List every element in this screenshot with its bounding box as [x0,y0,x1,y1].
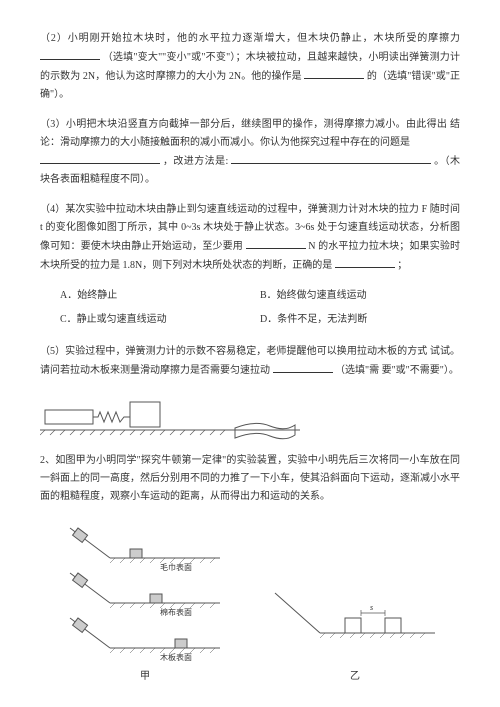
caption-yi: 乙 [270,668,440,686]
q4-blank-2[interactable] [335,256,395,268]
figure-yi: s 乙 [270,578,440,686]
option-d[interactable]: D．条件不足，无法判断 [260,311,460,329]
q3-blank-2[interactable] [231,152,431,164]
q5-text-b: （选填"需 要"或"不需要"）。 [335,365,459,376]
surface2-label: 棉布表面 [160,607,192,617]
surface3-label: 木板表面 [160,652,192,662]
figure-jia: 毛巾表面 棉布表面 木板表面 甲 [60,518,230,686]
question-2: （2）小明刚开始拉木块时，他的水平拉力逐渐增大，但木块仍静止，木块所受的摩擦力 … [40,30,460,104]
surface1-label: 毛巾表面 [160,562,192,572]
question-5: （5）实验过程中，弹簧测力计的示数不容易稳定，老师提醒他可以换用拉动木板的方式 … [40,343,460,380]
q2-blank-2[interactable] [304,67,364,79]
option-c[interactable]: C．静止或匀速直线运动 [60,311,260,329]
q5-blank-1[interactable] [273,361,333,373]
question-new2: 2、如图甲为小明同学"探究牛顿第一定律"的实验装置，实验中小明先后三次将同一小车… [40,452,460,506]
question-4: （4）某次实验中拉动木块由静止到匀速直线运动的过程中，弹簧测力计对木块的拉力 F… [40,201,460,275]
q4-blank-1[interactable] [246,237,306,249]
figure-row-bottom: 毛巾表面 棉布表面 木板表面 甲 [40,518,460,686]
q2-text-a: （2）小明刚开始拉木块时，他的水平拉力逐渐增大，但木块仍静止，木块所受的摩擦力 [40,33,460,44]
q3-blank-1[interactable] [40,152,160,164]
options-list: A．始终静止 B．始终做匀速直线运动 C．静止或匀速直线运动 D．条件不足，无法… [60,287,460,335]
figure-spring-block [40,392,460,452]
q2-blank-1[interactable] [40,48,100,60]
q-new2-text: 2、如图甲为小明同学"探究牛顿第一定律"的实验装置，实验中小明先后三次将同一小车… [40,455,460,502]
option-b[interactable]: B．始终做匀速直线运动 [260,287,460,305]
q4-text-c: ； [397,260,407,271]
svg-text:s: s [370,603,373,612]
q3-text-a: （3）小明把木块沿竖直方向截掉一部分后，继续图甲的操作，测得摩擦力减小。由此得出… [40,119,460,148]
q3-text-b: ，改进方法是: [163,156,228,167]
option-a[interactable]: A．始终静止 [60,287,260,305]
caption-jia: 甲 [60,668,230,686]
question-3: （3）小明把木块沿竖直方向截掉一部分后，继续图甲的操作，测得摩擦力减小。由此得出… [40,116,460,189]
